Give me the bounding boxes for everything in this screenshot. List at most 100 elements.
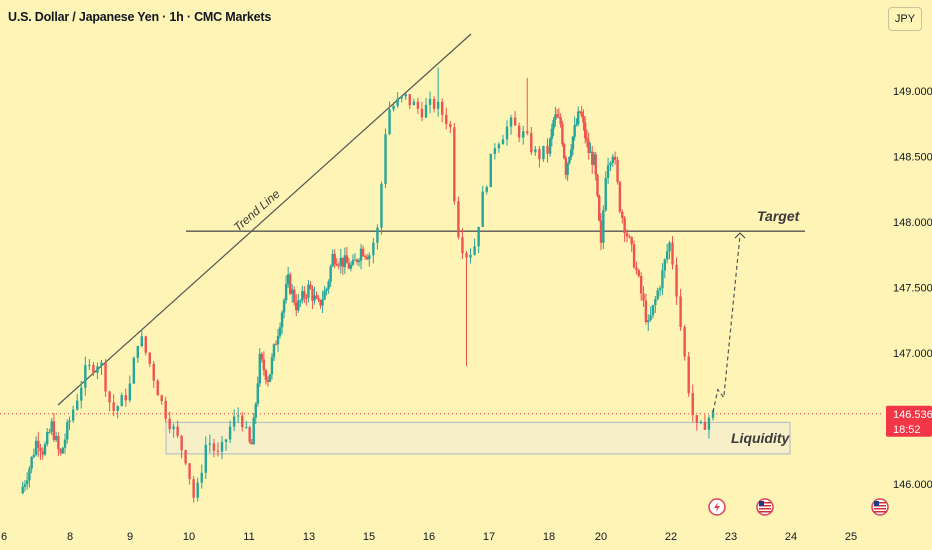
candle-body: [54, 436, 58, 440]
candle-body: [305, 297, 308, 299]
candle-body: [353, 259, 357, 261]
candle-body: [461, 237, 464, 254]
candle-body: [245, 427, 248, 429]
candle-body: [420, 108, 424, 118]
flag-stripe: [759, 502, 771, 504]
currency-button[interactable]: JPY: [888, 7, 922, 31]
candle-body: [469, 254, 472, 258]
candle-body: [241, 415, 244, 428]
candle-body: [380, 183, 383, 228]
candle-body: [613, 156, 617, 160]
candle-body: [630, 237, 633, 245]
candle-body: [288, 274, 292, 294]
candle-body: [116, 406, 119, 411]
candle-body: [548, 138, 552, 154]
candle-body: [357, 260, 361, 263]
liquidity-rect: [165, 421, 791, 455]
candle-body: [703, 421, 707, 430]
candle-body: [591, 151, 594, 165]
event-markers[interactable]: [708, 498, 889, 516]
candle-body: [323, 290, 326, 300]
candle-body: [687, 356, 690, 394]
price-tag-value: 146.536: [893, 409, 932, 421]
candle-body: [449, 124, 452, 128]
candle-body: [587, 140, 590, 154]
candle-body: [642, 293, 645, 301]
candle-body: [625, 233, 629, 237]
candle-body: [66, 422, 69, 440]
candle-body: [274, 344, 278, 346]
x-tick-label: 24: [785, 531, 797, 543]
candle-body: [691, 393, 694, 416]
candle-body: [180, 435, 183, 451]
candle-body: [46, 432, 49, 445]
flag-stripe: [874, 511, 886, 513]
candle-body: [628, 236, 631, 238]
candle-body: [254, 403, 257, 418]
candle-body: [639, 275, 643, 294]
candle-body: [585, 138, 589, 141]
candle-body: [683, 327, 686, 357]
candle-body: [557, 117, 561, 119]
candle-body: [538, 149, 541, 160]
target-label: Target: [757, 208, 801, 224]
candle-body: [295, 302, 298, 311]
candle-body: [104, 362, 107, 392]
candle-body: [52, 421, 56, 440]
candle-body: [224, 439, 228, 442]
candle-body: [376, 227, 379, 243]
candle-body: [384, 134, 387, 184]
candle-body: [124, 395, 127, 401]
candle-body: [301, 291, 304, 301]
candle-body: [260, 353, 264, 360]
candle-body: [266, 379, 270, 382]
candle-body: [248, 427, 251, 442]
candle-body: [675, 264, 678, 297]
candle-body: [256, 383, 259, 404]
candle-body: [363, 256, 367, 258]
y-tick-label: 147.000: [893, 348, 932, 360]
candle-body: [250, 441, 253, 445]
candle-body: [428, 98, 432, 105]
candle-body: [50, 421, 53, 432]
candle-body: [23, 484, 27, 487]
candle-body: [120, 395, 123, 407]
candle-body: [582, 116, 585, 123]
candle-body: [216, 450, 220, 452]
candle-body: [580, 111, 583, 117]
candle-body: [564, 158, 568, 175]
chart-title: U.S. Dollar / Japanese Yen · 1h · CMC Ma…: [8, 10, 272, 24]
candle-body: [388, 109, 391, 135]
x-tick-label: 22: [665, 531, 677, 543]
x-tick-label: 16: [423, 531, 435, 543]
x-axis: 6 8 9 10 11 13 15 16 17 18 20 22 23 24 25: [1, 531, 857, 543]
candle-body: [293, 289, 296, 303]
candle-body: [325, 288, 328, 291]
candle-body: [473, 246, 476, 255]
candle-body: [453, 127, 456, 202]
candle-body: [63, 439, 67, 448]
us-flag-icon[interactable]: [871, 498, 889, 516]
y-tick-label: 148.500: [893, 152, 932, 164]
x-tick-label: 13: [303, 531, 315, 543]
candle-body: [568, 156, 571, 164]
candle-body: [546, 145, 549, 154]
flag-stripe: [759, 511, 771, 513]
candle-body: [80, 387, 83, 401]
candle-body: [522, 131, 525, 138]
candle-body: [341, 257, 345, 268]
candle-body: [92, 364, 95, 373]
us-flag-icon[interactable]: [756, 498, 774, 516]
candle-body: [644, 300, 648, 323]
candle-body: [192, 479, 195, 498]
candle-body: [497, 144, 501, 149]
candle-body: [68, 420, 71, 423]
candle-body: [509, 117, 513, 127]
candle-body: [88, 364, 91, 366]
flash-event-icon[interactable]: [708, 498, 726, 516]
candle-body: [286, 274, 290, 285]
candle-body: [184, 450, 187, 464]
candle-body: [526, 131, 529, 134]
